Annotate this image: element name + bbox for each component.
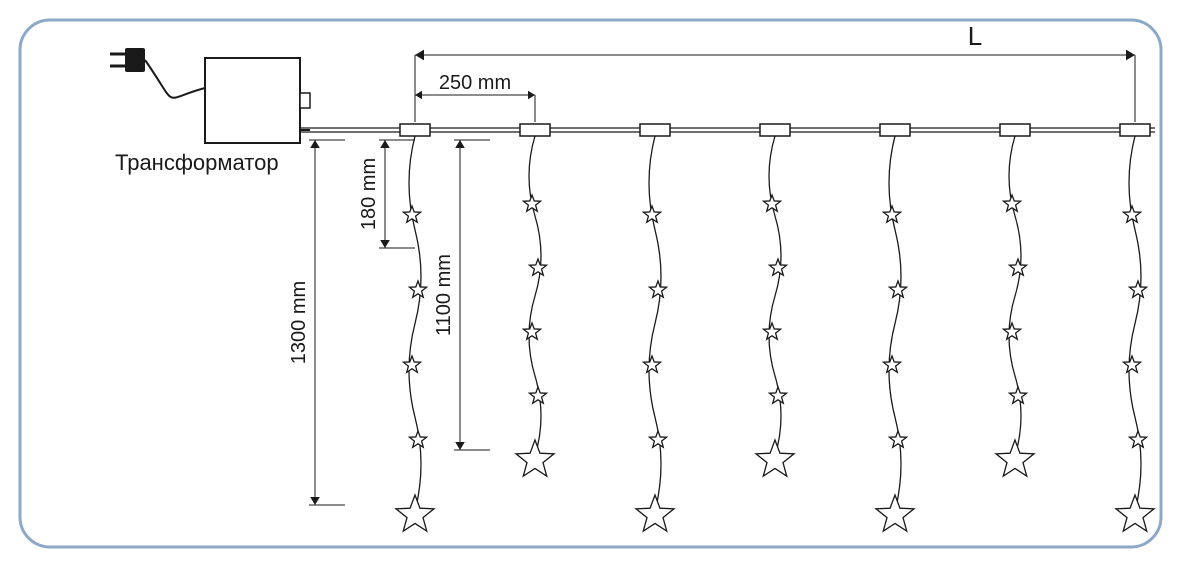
svg-text:1100 mm: 1100 mm (433, 254, 455, 336)
transformer-label: Трансформатор (115, 150, 279, 175)
svg-text:180 mm: 180 mm (358, 158, 380, 230)
frame (20, 20, 1161, 547)
diagram-svg: Трансформатор L 250 mm 1300 mm 1100 mm 180 mm (0, 0, 1181, 567)
svg-text:250 mm: 250 mm (439, 72, 511, 94)
svg-text:1300 mm: 1300 mm (288, 281, 310, 364)
svg-text:L: L (968, 21, 982, 51)
diagram-container: Трансформатор L 250 mm 1300 mm 1100 mm 180 mm (0, 0, 1181, 567)
